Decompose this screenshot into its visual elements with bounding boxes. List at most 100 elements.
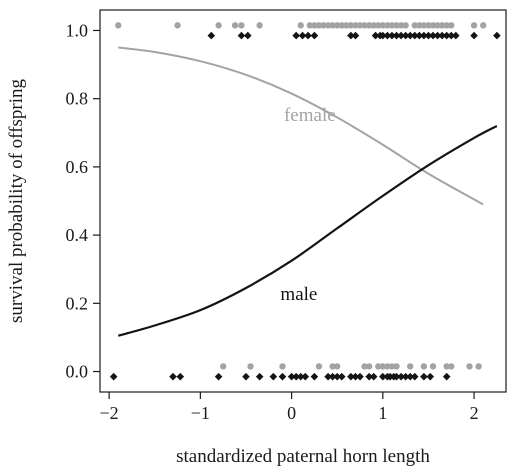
female-data-point xyxy=(384,363,391,370)
male-data-point xyxy=(447,31,456,40)
female-data-point xyxy=(375,363,382,370)
male-data-point xyxy=(242,372,250,381)
male-data-point xyxy=(401,372,410,381)
female-data-point xyxy=(379,22,387,29)
male-data-point xyxy=(442,372,451,381)
female-data-point xyxy=(343,22,350,29)
male-data-point xyxy=(304,31,312,40)
female-data-point xyxy=(416,22,423,29)
female-data-point xyxy=(347,22,355,29)
female-data-point xyxy=(429,22,437,29)
y-axis-ticks: 0.0 0.2 0.4 0.6 0.8 1.0 xyxy=(66,20,100,382)
male-data-point xyxy=(415,31,424,40)
y-tick-label: 1.0 xyxy=(66,20,89,40)
male-data-point xyxy=(269,372,278,381)
male-data-point xyxy=(278,372,287,381)
male-data-point xyxy=(347,372,355,381)
male-data-point xyxy=(301,372,310,381)
male-data-point xyxy=(397,31,405,40)
male-data-point xyxy=(356,372,364,381)
female-data-point xyxy=(384,22,391,29)
male-data-point xyxy=(237,31,246,40)
female-data-point xyxy=(297,22,304,29)
female-data-point xyxy=(402,22,409,29)
female-data-point xyxy=(379,363,387,370)
y-tick-label: 0.8 xyxy=(66,89,89,109)
x-tick-label: 0 xyxy=(287,403,296,423)
female-data-point xyxy=(429,363,437,370)
female-data-point xyxy=(438,22,446,29)
male-data-point xyxy=(176,372,185,381)
male-data-point xyxy=(426,372,435,381)
male-data-point xyxy=(452,31,460,40)
male-data-point xyxy=(433,31,442,40)
female-data-point xyxy=(356,22,364,29)
x-axis-label: standardized paternal horn length xyxy=(176,446,430,467)
female-data-point xyxy=(365,363,373,370)
female-data-point xyxy=(329,22,336,29)
female-data-point xyxy=(434,22,441,29)
male-data-point xyxy=(379,372,387,381)
female-curve xyxy=(118,46,484,206)
male-curve xyxy=(117,124,498,337)
y-tick-label: 0.6 xyxy=(66,157,89,177)
male-data-point xyxy=(438,31,446,40)
female-data-point xyxy=(448,363,455,370)
female-data-point xyxy=(334,22,341,29)
male-curve-label: male xyxy=(280,284,317,305)
female-data-point xyxy=(425,22,432,29)
female-data-point xyxy=(320,22,327,29)
male-data-point xyxy=(292,31,300,40)
female-data-point xyxy=(443,363,450,370)
male-data-point xyxy=(424,31,433,40)
male-data-point xyxy=(392,31,401,40)
female-data-point xyxy=(388,363,396,370)
female-data-point xyxy=(311,22,318,29)
male-data-point xyxy=(207,31,216,40)
female-data-point xyxy=(306,22,314,29)
male-data-point xyxy=(296,372,305,381)
male-data-point xyxy=(310,372,319,381)
female-data-point xyxy=(479,22,487,29)
female-points xyxy=(115,22,487,370)
female-data-point xyxy=(420,363,428,370)
male-data-point xyxy=(392,372,401,381)
female-data-point xyxy=(393,363,400,370)
female-data-point xyxy=(370,22,377,29)
female-data-point xyxy=(375,22,382,29)
male-data-point xyxy=(369,372,378,381)
female-data-point xyxy=(443,22,450,29)
female-data-point xyxy=(361,22,368,29)
x-tick-label: −2 xyxy=(100,403,119,423)
female-data-point xyxy=(393,22,400,29)
female-data-point xyxy=(475,363,482,370)
female-curve-label: female xyxy=(284,105,336,126)
x-tick-label: 2 xyxy=(470,403,479,423)
female-data-point xyxy=(256,22,263,29)
male-data-point xyxy=(214,372,223,381)
x-axis-ticks: −2 −1 0 1 2 xyxy=(100,392,479,423)
female-data-point xyxy=(174,22,181,29)
x-tick-label: −1 xyxy=(191,403,210,423)
male-data-point xyxy=(324,372,332,381)
female-data-point xyxy=(247,363,254,370)
male-data-point xyxy=(292,372,300,381)
male-data-point xyxy=(406,31,415,40)
male-data-point xyxy=(429,31,437,40)
male-data-point xyxy=(310,31,319,40)
male-data-point xyxy=(347,31,355,40)
male-data-point xyxy=(410,31,419,40)
male-data-point xyxy=(371,31,380,40)
female-data-point xyxy=(448,22,455,29)
y-axis-label: survival probability of offspring xyxy=(6,79,27,323)
male-data-point xyxy=(401,31,410,40)
male-data-point xyxy=(333,372,342,381)
male-data-point xyxy=(379,31,387,40)
female-data-point xyxy=(361,363,368,370)
female-data-point xyxy=(115,22,122,29)
y-tick-label: 0.0 xyxy=(66,362,89,382)
male-data-point xyxy=(383,31,392,40)
male-data-point xyxy=(397,372,405,381)
female-data-point xyxy=(365,22,373,29)
